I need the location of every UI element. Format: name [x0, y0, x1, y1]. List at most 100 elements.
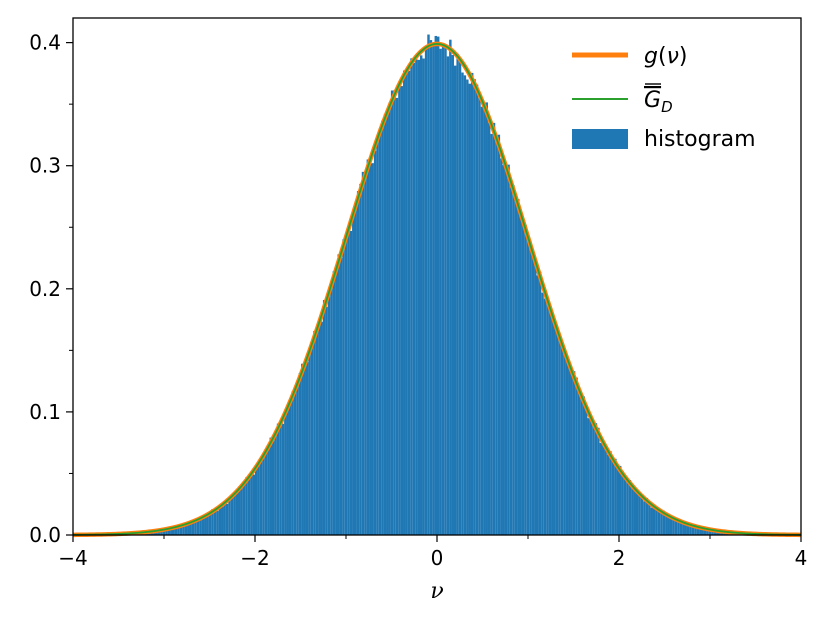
histogram-bar — [626, 478, 629, 535]
histogram-bar — [400, 86, 404, 535]
histogram-bar — [354, 201, 357, 535]
histogram-bar — [349, 230, 353, 535]
x-tick-label: 2 — [613, 546, 626, 570]
histogram-bar — [672, 519, 675, 535]
histogram-bar — [703, 527, 707, 535]
histogram-bar — [509, 187, 513, 535]
histogram-bar — [174, 525, 178, 535]
histogram-bar — [235, 493, 239, 535]
histogram-bar — [308, 349, 311, 535]
y-axis: 0.0 0.1 0.2 0.3 0.4 — [29, 31, 73, 547]
histogram-bar — [247, 476, 251, 535]
histogram-bar — [470, 72, 474, 536]
histogram-bar — [325, 306, 328, 535]
histogram-bar — [437, 36, 440, 535]
histogram-bar — [177, 526, 180, 535]
histogram-bar — [686, 522, 690, 535]
histogram-bar — [281, 423, 285, 535]
histogram-bar — [356, 191, 360, 535]
histogram-bar — [228, 499, 231, 535]
histogram-bar — [269, 437, 272, 535]
histogram-bar — [218, 508, 222, 535]
histogram-bar — [296, 386, 299, 535]
histogram-bar — [594, 423, 598, 535]
histogram-bar — [216, 511, 219, 535]
histogram-bar — [684, 523, 687, 535]
histogram-bar — [708, 530, 712, 535]
histogram-bar — [172, 526, 175, 535]
histogram-bar — [257, 463, 260, 535]
histogram-bar — [344, 238, 348, 535]
histogram-bar — [373, 150, 377, 535]
histogram-bar — [303, 364, 306, 535]
histogram-bar — [563, 351, 566, 535]
histogram-bar — [706, 529, 709, 535]
histogram-bar — [696, 527, 700, 535]
histogram-bar — [315, 328, 319, 535]
histogram-bar — [225, 503, 229, 535]
histogram-bar — [628, 479, 632, 535]
histogram-bar — [645, 497, 649, 535]
histogram-bar — [589, 419, 593, 535]
histogram-bar — [456, 53, 459, 535]
histogram-bar — [609, 451, 612, 535]
histogram-bar — [415, 59, 418, 536]
histogram-bar — [480, 106, 484, 535]
histogram-bar — [238, 486, 241, 535]
histogram-bar — [208, 513, 212, 535]
histogram-bar — [288, 402, 292, 535]
histogram-bar — [699, 526, 702, 535]
histogram-bar — [361, 171, 365, 535]
histogram-bar — [204, 516, 207, 535]
histogram-bar — [512, 185, 515, 535]
histogram-bar — [322, 300, 326, 535]
histogram-bar — [490, 133, 493, 535]
histogram-bar — [497, 134, 501, 535]
histogram-bar — [395, 97, 399, 535]
histogram-bar — [492, 122, 496, 536]
histogram-bar — [422, 58, 425, 535]
x-tick-label: −2 — [240, 546, 269, 570]
histogram-bar — [711, 530, 714, 535]
histogram-bar — [233, 494, 236, 535]
histogram-bar — [453, 65, 457, 535]
histogram-bar — [240, 486, 243, 535]
histogram-bar — [551, 317, 554, 535]
histogram-bar — [434, 35, 437, 535]
histogram-bar — [386, 112, 389, 535]
histogram-bars — [73, 34, 801, 536]
histogram-bar — [432, 43, 435, 535]
histogram-bar — [475, 84, 479, 535]
histogram-bar — [546, 299, 549, 535]
histogram-bar — [638, 492, 641, 535]
histogram-bar — [502, 165, 505, 535]
histogram-bar — [412, 62, 416, 535]
histogram-bar — [558, 335, 561, 535]
histogram-bar — [568, 362, 571, 535]
histogram-bar — [483, 106, 486, 535]
histogram-bar — [274, 432, 277, 535]
histogram-bar — [327, 296, 331, 535]
histogram-bar — [514, 201, 518, 536]
histogram-bar — [165, 528, 168, 535]
legend-label-histogram: histogram — [644, 127, 756, 152]
histogram-bar — [606, 454, 610, 535]
histogram-bar — [284, 410, 287, 535]
histogram-bar — [369, 163, 372, 536]
histogram-bar — [255, 466, 258, 535]
histogram-bar — [716, 531, 719, 535]
histogram-bar — [170, 528, 173, 535]
histogram-bar — [376, 137, 379, 535]
histogram-bar — [524, 224, 527, 535]
histogram-bar — [713, 530, 717, 535]
histogram-bar — [611, 461, 615, 535]
histogram-bar — [495, 141, 498, 535]
histogram-bar — [427, 34, 430, 536]
histogram-bar — [449, 39, 452, 536]
histogram-bar — [519, 217, 522, 535]
histogram-bar — [619, 465, 622, 535]
histogram-bar — [599, 442, 603, 535]
histogram-bar — [383, 114, 387, 536]
histogram-bar — [548, 307, 552, 535]
histogram-bar — [211, 509, 214, 535]
